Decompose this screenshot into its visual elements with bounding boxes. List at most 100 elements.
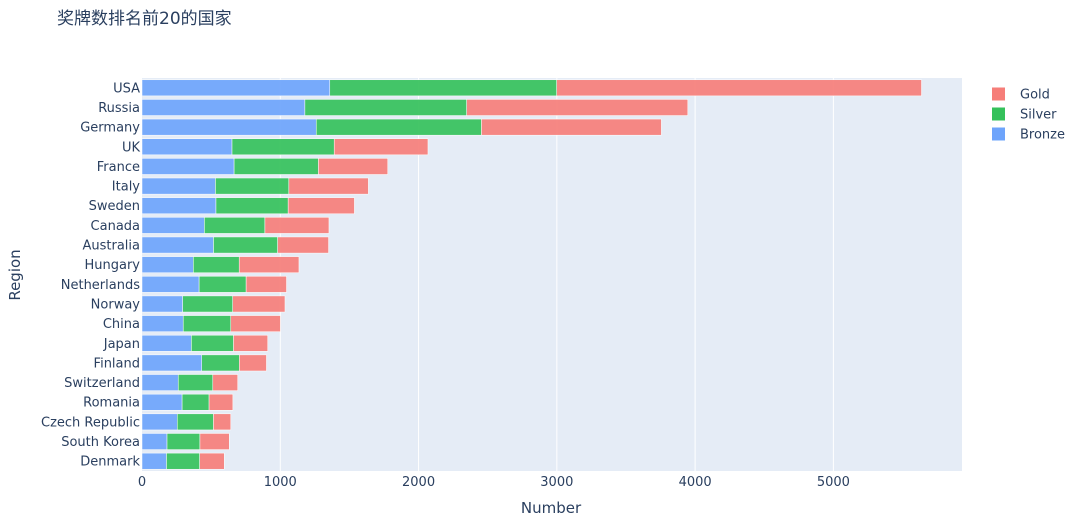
plot-area xyxy=(142,78,962,471)
y-tick-label: Romania xyxy=(83,396,140,411)
bar-gold[interactable] xyxy=(277,236,329,254)
bar-silver[interactable] xyxy=(215,197,289,215)
x-tick-label: 3000 xyxy=(540,475,573,490)
y-tick-labels: USA Russia Germany UK France Italy Sweden Canad… xyxy=(41,81,140,469)
bar-gold[interactable] xyxy=(232,295,286,313)
chart-title: 奖牌数排名前20的国家 xyxy=(57,9,232,29)
bar-gold[interactable] xyxy=(238,256,300,273)
bar-gold[interactable] xyxy=(466,99,689,116)
y-tick-label: Finland xyxy=(94,356,140,371)
x-tick-labels: 0 1000 2000 3000 4000 5000 xyxy=(138,475,850,490)
bar-gold[interactable] xyxy=(333,138,429,156)
y-tick-label: Germany xyxy=(80,121,140,136)
bar-bronze[interactable] xyxy=(141,354,202,372)
y-tick-label: Hungary xyxy=(84,258,140,273)
y-tick-label: Norway xyxy=(91,297,141,312)
x-tick-label: 1000 xyxy=(264,475,297,490)
y-tick-label: China xyxy=(103,317,140,332)
y-tick-label: South Korea xyxy=(61,435,140,450)
y-tick-label: Sweden xyxy=(89,199,140,214)
bar-bronze[interactable] xyxy=(141,295,183,313)
bar-bronze[interactable] xyxy=(141,118,317,136)
bar-silver[interactable] xyxy=(231,138,335,156)
bar-gold[interactable] xyxy=(230,315,281,332)
bar-gold[interactable] xyxy=(199,433,230,450)
bar-silver[interactable] xyxy=(215,177,290,195)
bar-silver[interactable] xyxy=(201,354,240,372)
bar-silver[interactable] xyxy=(181,393,210,411)
bar-gold[interactable] xyxy=(318,158,388,175)
bar-silver[interactable] xyxy=(198,276,247,293)
bar-bronze[interactable] xyxy=(141,276,200,293)
bar-bronze[interactable] xyxy=(141,177,216,195)
bar-silver[interactable] xyxy=(166,452,200,470)
bar-bronze[interactable] xyxy=(141,315,184,332)
legend-item-gold[interactable]: Gold xyxy=(1020,88,1050,103)
legend-swatch-silver[interactable] xyxy=(992,107,1005,121)
bar-bronze[interactable] xyxy=(141,236,214,254)
y-tick-label: France xyxy=(97,160,140,175)
y-tick-label: UK xyxy=(122,140,141,155)
bar-silver[interactable] xyxy=(182,315,232,332)
bar-gold[interactable] xyxy=(199,452,225,470)
legend-swatch-gold[interactable] xyxy=(992,87,1005,101)
bar-bronze[interactable] xyxy=(141,433,168,450)
bar-bronze[interactable] xyxy=(141,452,167,470)
bar-silver[interactable] xyxy=(315,118,482,136)
x-tick-label: 0 xyxy=(138,475,146,490)
bar-gold[interactable] xyxy=(287,197,355,215)
legend-item-bronze[interactable]: Bronze xyxy=(1020,128,1065,143)
bar-bronze[interactable] xyxy=(141,197,217,215)
bar-gold[interactable] xyxy=(239,354,267,372)
y-tick-label: USA xyxy=(113,81,140,96)
bar-gold[interactable] xyxy=(288,177,369,195)
bar-bronze[interactable] xyxy=(141,99,306,116)
bar-silver[interactable] xyxy=(213,236,278,254)
y-tick-label: Canada xyxy=(91,219,140,234)
x-tick-label: 2000 xyxy=(402,475,435,490)
bar-silver[interactable] xyxy=(204,217,266,234)
bar-bronze[interactable] xyxy=(141,256,194,273)
y-tick-label: Denmark xyxy=(80,455,140,470)
y-tick-label: Switzerland xyxy=(64,376,140,391)
bar-gold[interactable] xyxy=(264,217,330,234)
bar-silver[interactable] xyxy=(193,256,240,273)
bar-silver[interactable] xyxy=(233,158,319,175)
bar-gold[interactable] xyxy=(208,393,234,411)
bar-silver[interactable] xyxy=(166,433,201,450)
bar-bronze[interactable] xyxy=(141,393,183,411)
bar-bronze[interactable] xyxy=(141,217,205,234)
bar-silver[interactable] xyxy=(329,79,557,97)
x-axis-title: Number xyxy=(521,499,582,517)
bar-bronze[interactable] xyxy=(141,413,178,431)
x-tick-label: 4000 xyxy=(679,475,712,490)
bars xyxy=(141,79,922,470)
bar-bronze[interactable] xyxy=(141,138,233,156)
bar-gold[interactable] xyxy=(481,118,662,136)
bar-gold[interactable] xyxy=(213,413,232,431)
y-tick-label: Italy xyxy=(112,180,141,195)
y-tick-label: Czech Republic xyxy=(41,415,140,430)
bar-silver[interactable] xyxy=(182,295,233,313)
bar-gold[interactable] xyxy=(556,79,922,97)
bar-bronze[interactable] xyxy=(141,374,179,391)
y-tick-label: Russia xyxy=(98,101,140,116)
legend-item-silver[interactable]: Silver xyxy=(1020,108,1057,123)
legend-swatch-bronze[interactable] xyxy=(992,127,1005,141)
legend[interactable]: Gold Silver Bronze xyxy=(992,87,1065,143)
bar-silver[interactable] xyxy=(191,334,234,352)
bar-bronze[interactable] xyxy=(141,334,192,352)
y-tick-label: Australia xyxy=(82,239,140,254)
bar-bronze[interactable] xyxy=(141,79,331,97)
bar-silver[interactable] xyxy=(177,374,214,391)
bar-silver[interactable] xyxy=(304,99,467,116)
bar-gold[interactable] xyxy=(233,334,268,352)
bar-bronze[interactable] xyxy=(141,158,235,175)
bar-gold[interactable] xyxy=(245,276,287,293)
y-axis-title: Region xyxy=(6,249,24,300)
bar-silver[interactable] xyxy=(177,413,214,431)
y-tick-label: Netherlands xyxy=(61,278,140,293)
x-tick-label: 5000 xyxy=(817,475,850,490)
bar-gold[interactable] xyxy=(212,374,238,391)
